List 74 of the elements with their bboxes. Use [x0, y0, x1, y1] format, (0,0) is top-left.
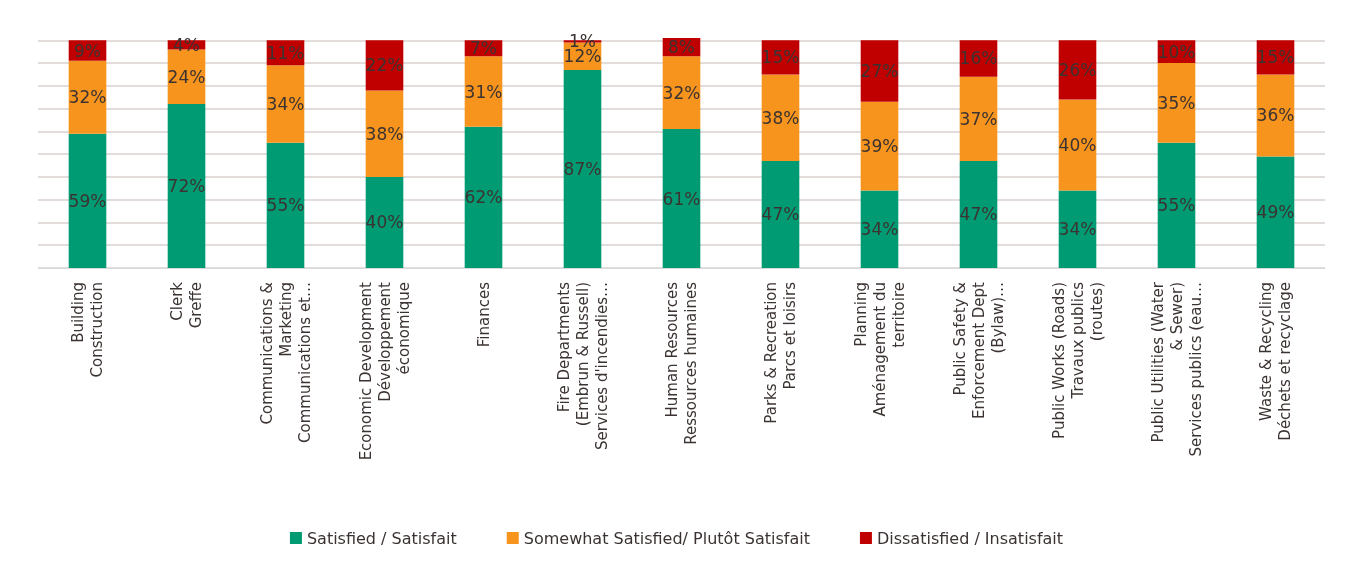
bar — [1058, 99, 1097, 191]
bar — [365, 176, 404, 268]
bar — [1157, 142, 1196, 268]
data-label: 87% — [563, 158, 602, 179]
data-label: 62% — [464, 187, 503, 208]
bar — [662, 56, 701, 130]
bar — [167, 104, 206, 268]
bar — [959, 76, 998, 161]
bar — [1256, 74, 1295, 157]
x-tick-label: Parks & Recreation Parcs et loisirs — [762, 281, 799, 424]
data-label: 32% — [68, 87, 107, 108]
x-tick-label: Waste & Recycling Déchets et recyclage — [1257, 282, 1294, 441]
x-tick-label: Communications & Marketing Communications et… — [257, 281, 314, 443]
data-label: 26% — [1058, 59, 1097, 80]
data-label: 15% — [761, 47, 800, 68]
data-label: 72% — [167, 176, 206, 197]
x-tick-label: Public Utilities (Water & Sewer) Services publics (eau… — [1148, 281, 1205, 457]
x-tick-label: Public Safety & Enforcement Dept (Bylaw)… — [950, 281, 1007, 419]
data-label: 9% — [74, 40, 101, 61]
data-label: 37% — [959, 108, 998, 129]
x-tick-label: Economic Development Développement économique — [356, 281, 413, 461]
data-label: 39% — [860, 136, 899, 157]
data-label: 10% — [1157, 41, 1196, 62]
data-label: 11% — [266, 42, 305, 63]
bar — [68, 60, 107, 134]
x-tick-label: Building Construction — [69, 282, 106, 378]
bar — [464, 126, 503, 268]
data-label: 7% — [470, 38, 497, 59]
data-label: 47% — [761, 204, 800, 225]
data-label: 16% — [959, 48, 998, 69]
data-label: 38% — [761, 107, 800, 128]
legend-label: Dissatisfied / Insatisfait — [876, 528, 1064, 548]
legend-label: Somewhat Satisfied/ Plutôt Satisfait — [523, 528, 810, 548]
bar — [959, 160, 998, 268]
data-label: 59% — [68, 190, 107, 211]
bar — [68, 133, 107, 268]
data-label: 47% — [959, 204, 998, 225]
data-label: 24% — [167, 66, 206, 87]
data-label: 35% — [1157, 92, 1196, 113]
data-label: 8% — [668, 37, 695, 58]
bar — [464, 56, 503, 127]
data-label: 34% — [860, 219, 899, 240]
x-tick-label: Fire Departments (Embrun & Russell) Services d'incendies… — [554, 281, 611, 451]
data-label: 40% — [365, 212, 404, 233]
legend-label: Satisfied / Satisfait — [306, 528, 457, 548]
bar — [365, 90, 404, 177]
bar — [761, 74, 800, 161]
data-label: 22% — [365, 55, 404, 76]
data-label: 32% — [662, 82, 701, 103]
data-label: 49% — [1256, 202, 1295, 223]
bar — [1157, 63, 1196, 143]
data-label: 31% — [464, 81, 503, 102]
bar — [266, 65, 305, 143]
data-label: 27% — [860, 61, 899, 82]
data-label: 40% — [1058, 135, 1097, 156]
bar — [266, 142, 305, 268]
x-tick-label: Clerk Greffe — [168, 281, 205, 329]
x-tick-label: Finances — [474, 281, 493, 348]
x-tick-label: Public Works (Roads) Travaux publics (routes) — [1049, 281, 1106, 439]
data-label: 34% — [266, 94, 305, 115]
bar — [761, 160, 800, 268]
data-label: 34% — [1058, 219, 1097, 240]
bar — [860, 101, 899, 191]
data-label: 61% — [662, 188, 701, 209]
data-label: 15% — [1256, 47, 1295, 68]
data-label: 36% — [1256, 105, 1295, 126]
x-tick-label: Planning Aménagement du territoire — [851, 282, 908, 417]
data-label: 55% — [1157, 195, 1196, 216]
bar — [662, 129, 701, 268]
bar — [563, 69, 602, 268]
bar — [1256, 156, 1295, 268]
x-tick-label: Human Resources Ressources humaines — [663, 281, 700, 445]
data-label: 38% — [365, 123, 404, 144]
data-label: 55% — [266, 195, 305, 216]
